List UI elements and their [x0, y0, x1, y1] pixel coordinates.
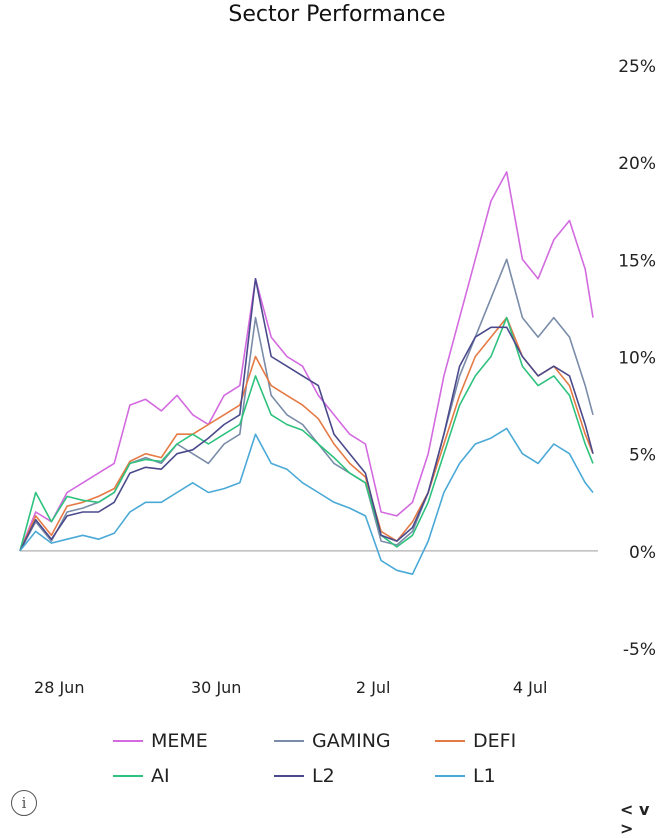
legend-item-meme[interactable]: MEME [113, 730, 208, 752]
y-tick-label: -5% [623, 640, 656, 660]
legend-item-ai[interactable]: AI [113, 765, 170, 787]
legend: MEME GAMING DEFI AI L2 L1 [0, 730, 664, 800]
legend-swatch [113, 775, 143, 777]
y-tick-label: 0% [629, 543, 656, 563]
series-line-meme [19, 171, 594, 552]
chart-title: Sector Performance [228, 2, 446, 27]
legend-swatch [274, 740, 304, 742]
y-tick-label: 25% [618, 57, 656, 77]
x-tick-label: 30 Jun [191, 678, 241, 697]
legend-swatch [435, 740, 465, 742]
x-tick-label: 4 Jul [513, 678, 548, 697]
legend-label: AI [151, 765, 170, 787]
legend-item-l2[interactable]: L2 [274, 765, 335, 787]
legend-label: GAMING [312, 730, 391, 752]
legend-item-l1[interactable]: L1 [435, 765, 496, 787]
series-line-l1 [19, 427, 594, 576]
legend-label: DEFI [473, 730, 517, 752]
y-tick-label: 10% [618, 349, 656, 369]
legend-item-defi[interactable]: DEFI [435, 730, 516, 752]
series-line-l2 [19, 277, 594, 552]
legend-swatch [274, 775, 304, 777]
legend-label: MEME [151, 730, 208, 752]
x-tick-label: 2 Jul [356, 678, 391, 697]
series-line-ai [19, 316, 594, 552]
legend-swatch [435, 775, 465, 777]
info-icon[interactable]: i [11, 790, 37, 816]
nav-arrows-icon[interactable]: < v > [620, 800, 650, 838]
y-tick-label: 5% [629, 446, 656, 466]
y-tick-label: 15% [618, 251, 656, 271]
series-line-defi [19, 316, 594, 552]
legend-swatch [113, 740, 143, 742]
legend-label: L1 [473, 765, 496, 787]
y-tick-label: 20% [618, 154, 656, 174]
legend-item-gaming[interactable]: GAMING [274, 730, 391, 752]
x-tick-label: 28 Jun [34, 678, 84, 697]
legend-label: L2 [312, 765, 335, 787]
